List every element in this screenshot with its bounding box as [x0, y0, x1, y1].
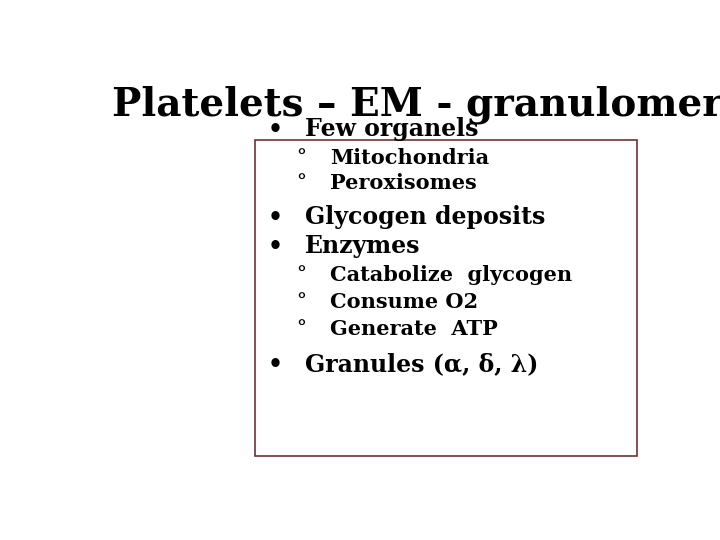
Text: °: ° [297, 266, 306, 284]
Text: Few organels: Few organels [305, 117, 478, 141]
Text: °: ° [297, 150, 306, 167]
Text: Enzymes: Enzymes [305, 234, 420, 258]
Text: •: • [267, 205, 282, 228]
Text: Peroxisomes: Peroxisomes [330, 173, 477, 193]
Text: Consume O2: Consume O2 [330, 292, 478, 312]
Text: °: ° [297, 174, 306, 192]
Text: Generate  ATP: Generate ATP [330, 319, 498, 339]
Text: Platelets – EM - granulomere: Platelets – EM - granulomere [112, 85, 720, 124]
Text: Glycogen deposits: Glycogen deposits [305, 205, 545, 228]
Text: •: • [267, 117, 282, 141]
Text: •: • [267, 352, 282, 376]
Text: •: • [267, 234, 282, 258]
Text: Granules (α, δ, λ): Granules (α, δ, λ) [305, 352, 539, 376]
Text: °: ° [297, 320, 306, 338]
Text: °: ° [297, 293, 306, 311]
Text: Catabolize  glycogen: Catabolize glycogen [330, 265, 572, 285]
Text: Mitochondria: Mitochondria [330, 148, 489, 168]
